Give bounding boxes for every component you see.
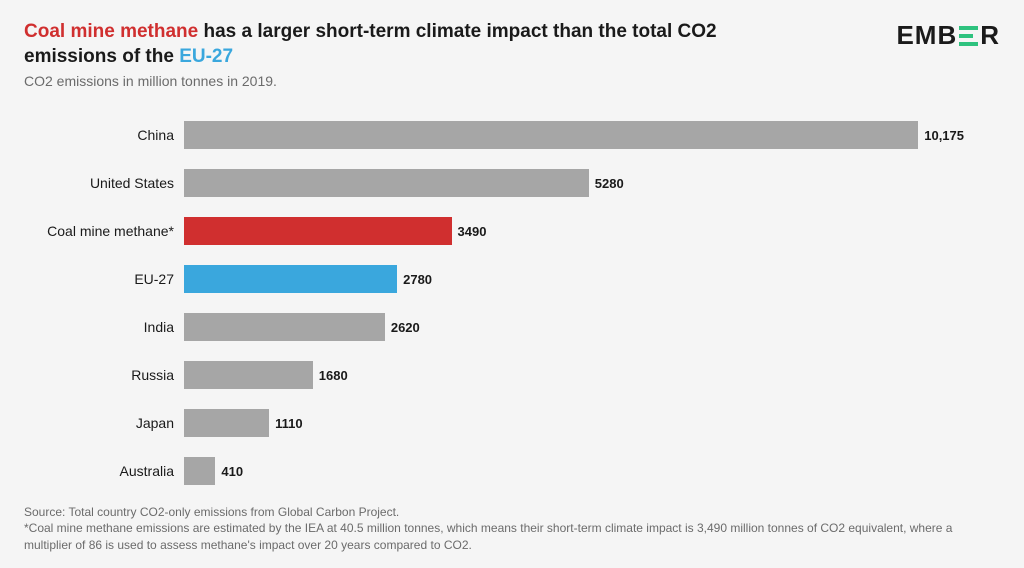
category-label: Japan — [34, 415, 184, 431]
value-label: 1680 — [313, 368, 348, 383]
logo-text-right: R — [980, 20, 1000, 51]
bar-row: India 2620 — [34, 307, 1000, 347]
title-block: Coal mine methane has a larger short-ter… — [24, 20, 784, 89]
bar — [184, 361, 313, 389]
category-label: Australia — [34, 463, 184, 479]
bar-row: Russia 1680 — [34, 355, 1000, 395]
bar-row: United States 5280 — [34, 163, 1000, 203]
header: Coal mine methane has a larger short-ter… — [24, 20, 1000, 89]
bar-row: EU-27 2780 — [34, 259, 1000, 299]
category-label: Russia — [34, 367, 184, 383]
bar-track: 10,175 — [184, 121, 964, 149]
bar — [184, 169, 589, 197]
category-label: India — [34, 319, 184, 335]
footer-notes: Source: Total country CO2-only emissions… — [24, 504, 1000, 554]
bar — [184, 217, 452, 245]
bar — [184, 409, 269, 437]
bar — [184, 121, 918, 149]
bar-track: 3490 — [184, 217, 964, 245]
bar-track: 410 — [184, 457, 964, 485]
value-label: 2780 — [397, 272, 432, 287]
bar-row: Japan 1110 — [34, 403, 1000, 443]
category-label: Coal mine methane* — [34, 223, 184, 239]
bar-row: Coal mine methane* 3490 — [34, 211, 1000, 251]
value-label: 1110 — [269, 416, 303, 431]
title-highlight-blue: EU-27 — [179, 46, 233, 67]
value-label: 3490 — [452, 224, 487, 239]
bar-chart: China 10,175 United States 5280 Coal mine me… — [34, 115, 1000, 491]
bar-row: China 10,175 — [34, 115, 1000, 155]
bar-track: 2780 — [184, 265, 964, 293]
value-label: 5280 — [589, 176, 624, 191]
chart-title: Coal mine methane has a larger short-ter… — [24, 20, 784, 69]
value-label: 10,175 — [918, 128, 964, 143]
title-highlight-red: Coal mine methane — [24, 21, 198, 42]
logo-text-left: EMB — [896, 20, 957, 51]
bar — [184, 457, 215, 485]
bar-track: 1110 — [184, 409, 964, 437]
chart-subtitle: CO2 emissions in million tonnes in 2019. — [24, 73, 784, 89]
bar-track: 2620 — [184, 313, 964, 341]
source-line: Source: Total country CO2-only emissions… — [24, 504, 1000, 521]
bar-track: 1680 — [184, 361, 964, 389]
footnote-line: *Coal mine methane emissions are estimat… — [24, 520, 1000, 554]
bar-row: Australia 410 — [34, 451, 1000, 491]
value-label: 410 — [215, 464, 243, 479]
category-label: United States — [34, 175, 184, 191]
bar — [184, 265, 397, 293]
bar-track: 5280 — [184, 169, 964, 197]
category-label: EU-27 — [34, 271, 184, 287]
bar — [184, 313, 385, 341]
ember-logo: EMB R — [896, 20, 1000, 51]
category-label: China — [34, 127, 184, 143]
value-label: 2620 — [385, 320, 420, 335]
logo-e-icon — [959, 26, 978, 46]
